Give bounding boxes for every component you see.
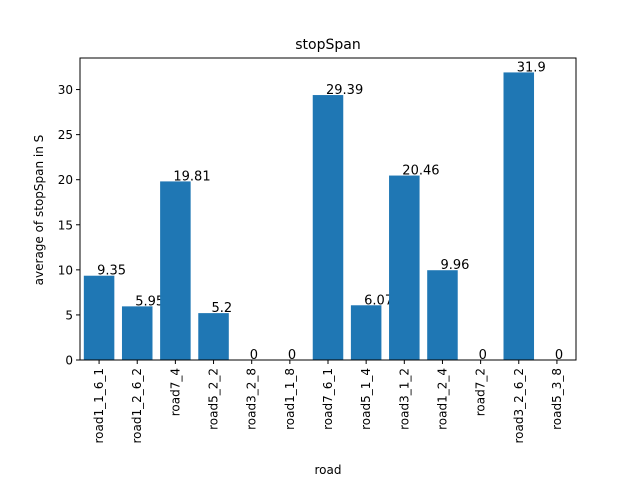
data-label-road1_2_4: 9.96 bbox=[440, 258, 469, 273]
data-label-road3_2_8: 0 bbox=[250, 348, 258, 363]
x-tick-label-road7_6_1: road7_6_1 bbox=[321, 368, 335, 430]
x-tick-label-road1_2_4: road1_2_4 bbox=[435, 368, 449, 430]
bar-road7_6_1 bbox=[312, 95, 344, 361]
bar-road1_2_6_2 bbox=[121, 306, 153, 360]
bar-road3_2_6_2 bbox=[503, 72, 535, 361]
data-label-road5_3_8: 0 bbox=[555, 348, 563, 363]
data-label-road1_1_6_1: 9.35 bbox=[97, 264, 126, 279]
data-label-road1_2_6_2: 5.95 bbox=[135, 294, 164, 309]
x-tick-label-road3_1_2: road3_1_2 bbox=[397, 368, 411, 430]
data-label-road3_2_6_2: 31.9 bbox=[517, 60, 546, 75]
x-tick-label-road7_2: road7_2 bbox=[474, 368, 488, 416]
data-label-road5_1_4: 6.07 bbox=[364, 293, 393, 308]
x-tick-label-road7_4: road7_4 bbox=[168, 368, 182, 416]
bar-road5_2_2 bbox=[198, 313, 229, 360]
data-label-road7_2: 0 bbox=[479, 348, 487, 363]
y-tick-label-10: 10 bbox=[58, 263, 73, 277]
y-tick-label-30: 30 bbox=[58, 83, 73, 97]
x-tick-label-road1_1_6_1: road1_1_6_1 bbox=[92, 368, 106, 444]
bar-road3_1_2 bbox=[389, 175, 420, 360]
x-tick-label-road5_3_8: road5_3_8 bbox=[550, 368, 564, 430]
data-label-road7_4: 19.81 bbox=[173, 169, 210, 184]
chart-title: stopSpan bbox=[295, 37, 360, 53]
y-tick-label-0: 0 bbox=[65, 354, 73, 368]
data-label-road3_1_2: 20.46 bbox=[402, 164, 439, 179]
axes-frame bbox=[79, 57, 577, 361]
data-label-road1_1_8: 0 bbox=[288, 348, 296, 363]
y-tick-label-15: 15 bbox=[58, 218, 73, 232]
x-tick-label-road3_2_8: road3_2_8 bbox=[245, 368, 259, 430]
y-tick-label-20: 20 bbox=[58, 173, 73, 187]
x-tick-label-road1_2_6_2: road1_2_6_2 bbox=[130, 368, 144, 444]
x-tick-label-road1_1_8: road1_1_8 bbox=[283, 368, 297, 430]
bar-road7_4 bbox=[160, 181, 191, 360]
plot-area: 9.35 road1_1_6_1 5.95 road1_2_6_2 19.81 road7… bbox=[58, 57, 577, 444]
x-axis-label: road bbox=[315, 463, 342, 477]
y-tick-label-25: 25 bbox=[58, 128, 73, 142]
y-axis-label: average of stopSpan in S bbox=[32, 135, 46, 286]
x-tick-label-road5_1_4: road5_1_4 bbox=[359, 368, 373, 430]
bar-road5_1_4 bbox=[350, 305, 382, 360]
data-label-road5_2_2: 5.2 bbox=[212, 301, 233, 316]
y-tick-label-5: 5 bbox=[65, 308, 73, 322]
x-tick-label-road3_2_6_2: road3_2_6_2 bbox=[512, 368, 526, 444]
x-tick-label-road5_2_2: road5_2_2 bbox=[207, 368, 221, 430]
bar-road1_1_6_1 bbox=[83, 275, 115, 360]
bar-road1_2_4 bbox=[427, 270, 458, 360]
data-label-road7_6_1: 29.39 bbox=[326, 83, 363, 98]
